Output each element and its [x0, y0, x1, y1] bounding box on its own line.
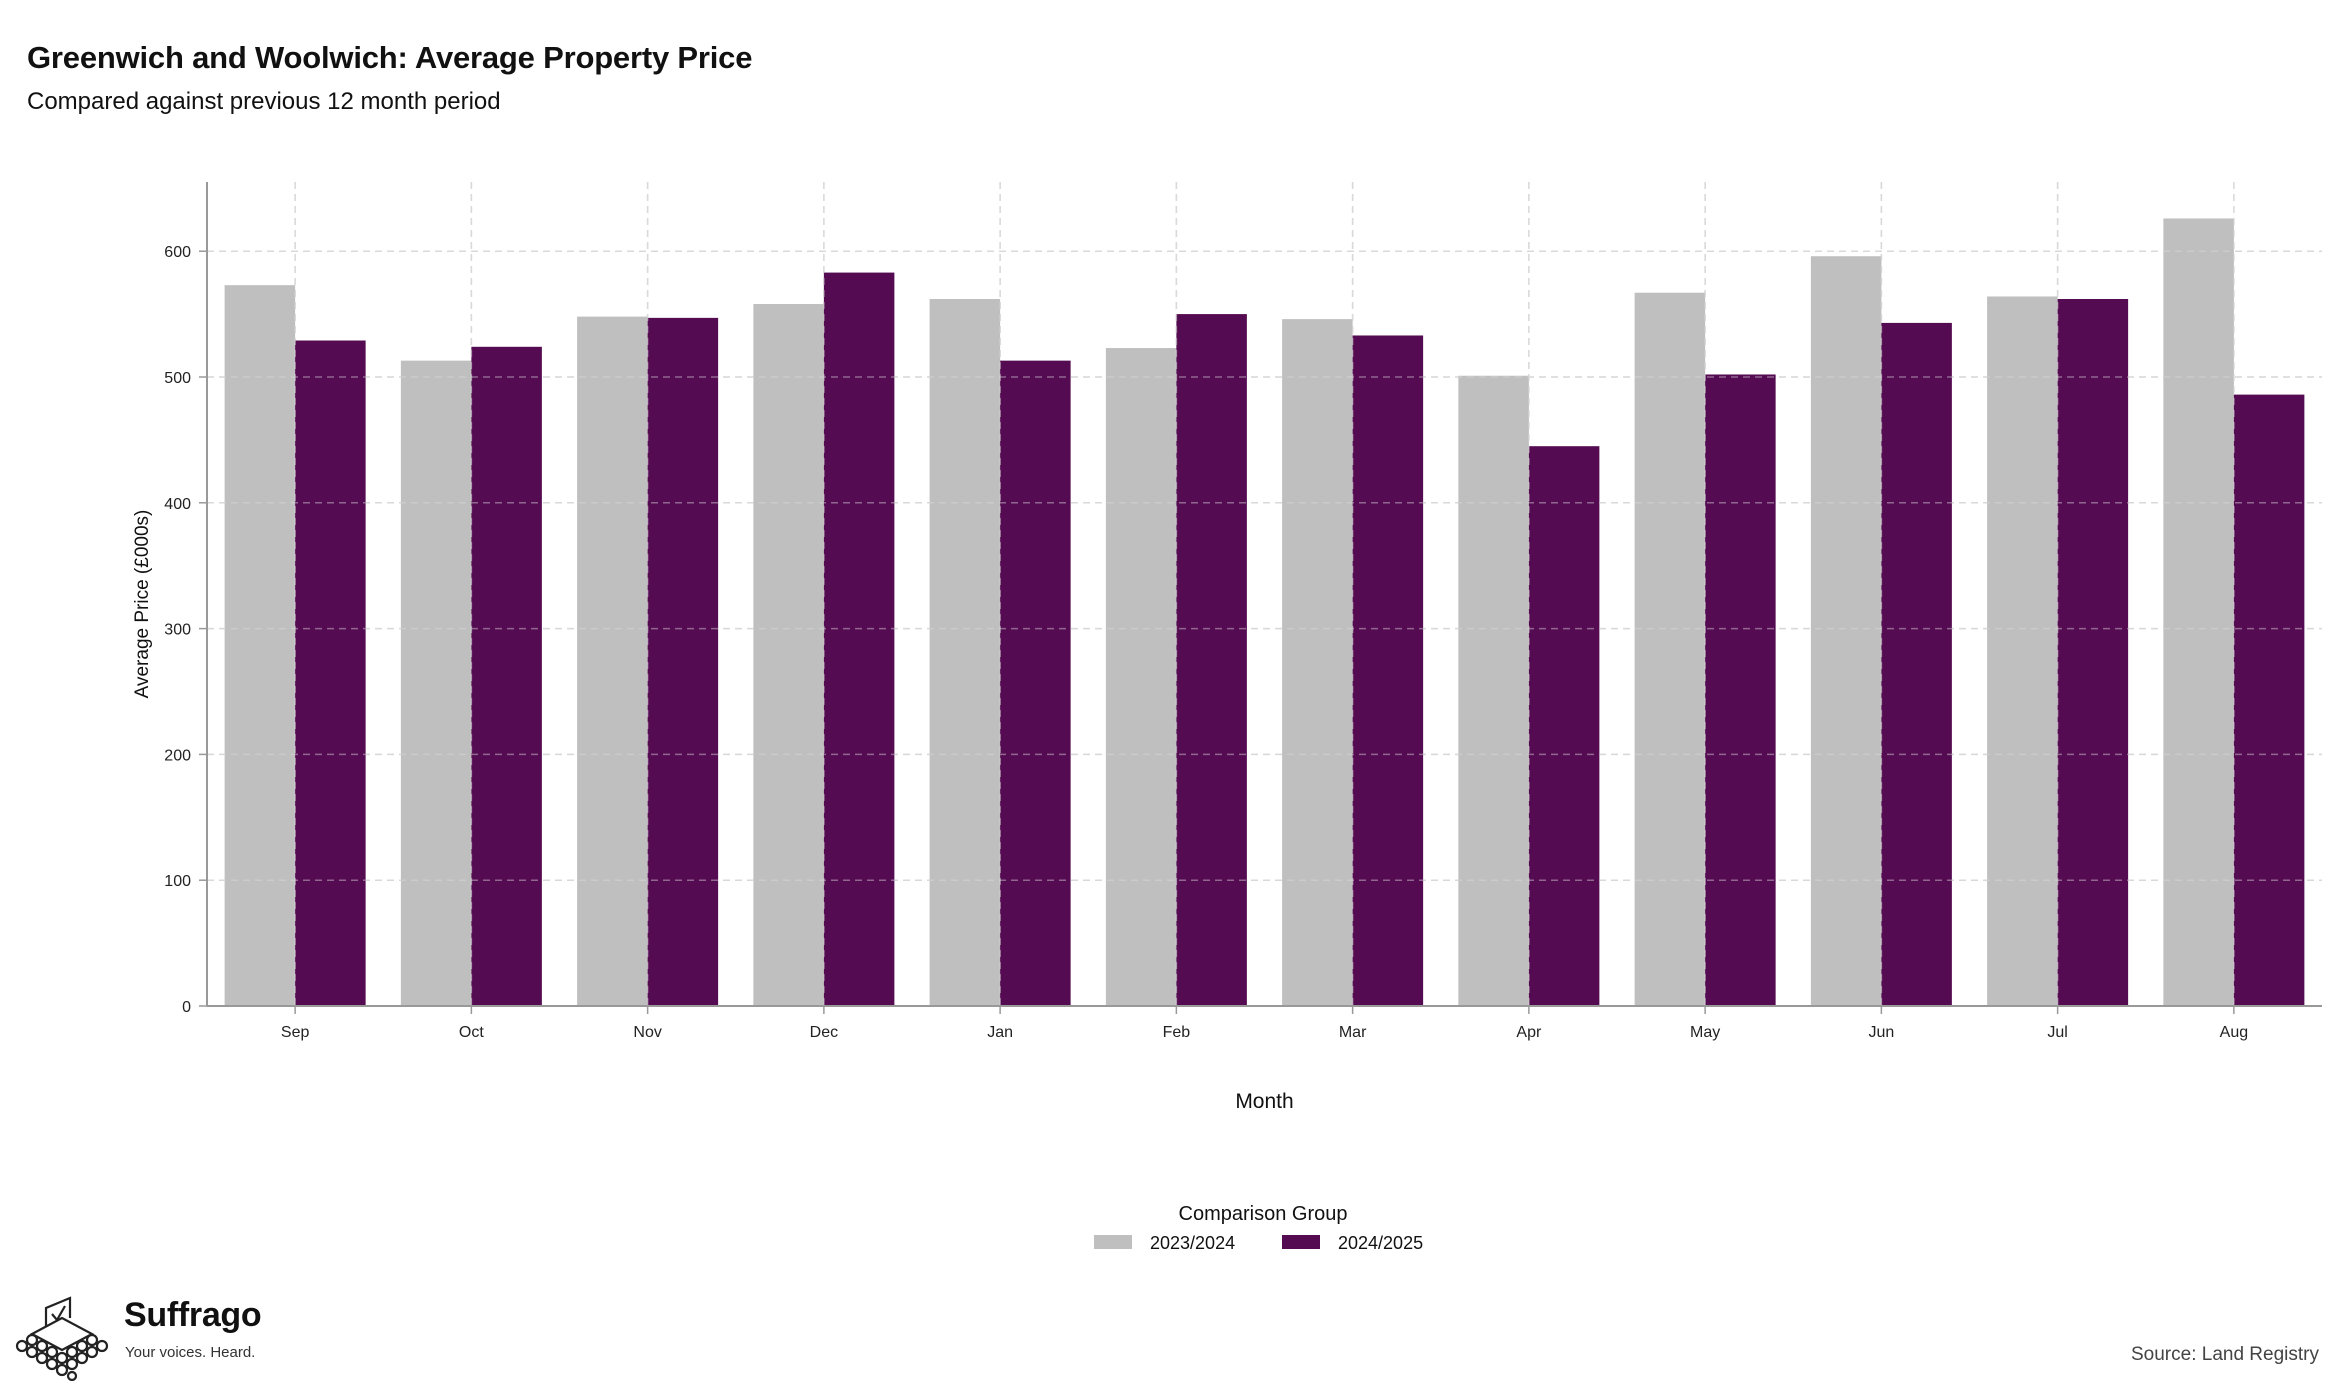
- bar-2024-2025-oct: [471, 346, 542, 1006]
- bar-2023-2024-jan: [929, 298, 1001, 1006]
- legend-label: 2023/2024: [1150, 1233, 1235, 1253]
- bar-2024-2025-aug: [2233, 394, 2305, 1006]
- x-tick-label: Jan: [987, 1024, 1013, 1041]
- chart-title: Greenwich and Woolwich: Average Property…: [27, 40, 753, 75]
- bar-2024-2025-jun: [1881, 322, 1952, 1006]
- legend-title: Comparison Group: [1179, 1203, 1348, 1225]
- bar-2024-2025-jul: [2057, 298, 2129, 1006]
- x-tick-label: Apr: [1516, 1024, 1542, 1041]
- source-note: Source: Land Registry: [2131, 1344, 2319, 1365]
- bar-2023-2024-feb: [1105, 348, 1177, 1007]
- bars-layer: [207, 182, 2322, 1007]
- y-axis-title: Average Price (£000s): [132, 510, 153, 699]
- bar-2023-2024-apr: [1458, 375, 1529, 1006]
- chart-subtitle: Compared against previous 12 month perio…: [27, 88, 501, 115]
- ballot-box-icon: [15, 1296, 109, 1381]
- bar-2024-2025-dec: [823, 272, 895, 1006]
- legend-swatch: [1094, 1235, 1132, 1249]
- axis-layer: 0 100 200 300 400 500 600 Sep Oct Nov Dec Jan Feb Mar…: [132, 182, 2322, 1113]
- y-tick-label: 400: [164, 496, 191, 513]
- bar-2023-2024-oct: [400, 360, 472, 1006]
- legend-swatch: [1282, 1235, 1320, 1249]
- bar-2024-2025-apr: [1528, 446, 1600, 1006]
- bar-2024-2025-sep: [295, 340, 366, 1007]
- bar-2024-2025-nov: [647, 317, 719, 1006]
- legend-label: 2024/2025: [1338, 1233, 1423, 1253]
- bar-2023-2024-may: [1634, 292, 1706, 1007]
- bar-2023-2024-jul: [1987, 296, 2058, 1007]
- brand-logo: Suffrago Your voices. Heard.: [14, 1296, 264, 1381]
- bar-2024-2025-feb: [1176, 314, 1247, 1006]
- x-tick-label: Jul: [2047, 1024, 2067, 1041]
- y-tick-label: 100: [164, 873, 191, 890]
- x-tick-label: Mar: [1339, 1024, 1367, 1041]
- brand-name: Suffrago: [124, 1296, 262, 1334]
- bar-2024-2025-jan: [1000, 360, 1071, 1006]
- bar-2024-2025-mar: [1352, 335, 1424, 1006]
- y-tick-label: 0: [182, 999, 191, 1016]
- x-tick-label: Oct: [459, 1024, 484, 1041]
- x-tick-label: Feb: [1163, 1024, 1191, 1041]
- x-tick-label: Dec: [810, 1024, 838, 1041]
- x-tick-label: Aug: [2220, 1024, 2248, 1041]
- y-tick-label: 600: [164, 244, 191, 261]
- x-tick-label: May: [1690, 1024, 1720, 1041]
- x-tick-label: Jun: [1868, 1024, 1894, 1041]
- bar-2023-2024-sep: [224, 285, 296, 1007]
- y-tick-label: 200: [164, 747, 191, 764]
- brand-tagline: Your voices. Heard.: [125, 1344, 256, 1361]
- bar-2023-2024-dec: [753, 304, 824, 1006]
- y-tick-label: 300: [164, 622, 191, 639]
- bar-2023-2024-nov: [577, 316, 648, 1006]
- bar-2023-2024-jun: [1810, 256, 1882, 1006]
- y-tick-label: 500: [164, 370, 191, 387]
- bar-2024-2025-may: [1705, 374, 1776, 1007]
- x-tick-label: Sep: [281, 1024, 310, 1041]
- bar-2023-2024-mar: [1282, 319, 1353, 1006]
- bar-2023-2024-aug: [2163, 218, 2234, 1007]
- x-axis-title: Month: [1235, 1090, 1293, 1113]
- x-tick-label: Nov: [633, 1024, 661, 1041]
- legend: Comparison Group 2023/2024 2024/2025: [1094, 1203, 1423, 1253]
